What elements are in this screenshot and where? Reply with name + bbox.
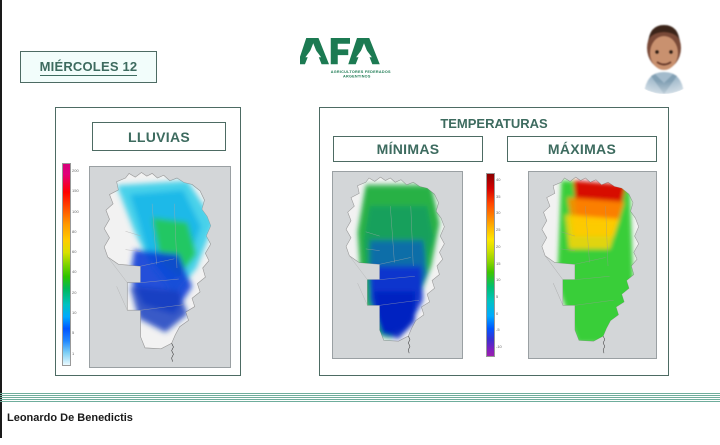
svg-text:AGRICULTORES FEDERADOS: AGRICULTORES FEDERADOS [331, 70, 391, 74]
svg-text:ARGENTINOS: ARGENTINOS [343, 74, 371, 78]
